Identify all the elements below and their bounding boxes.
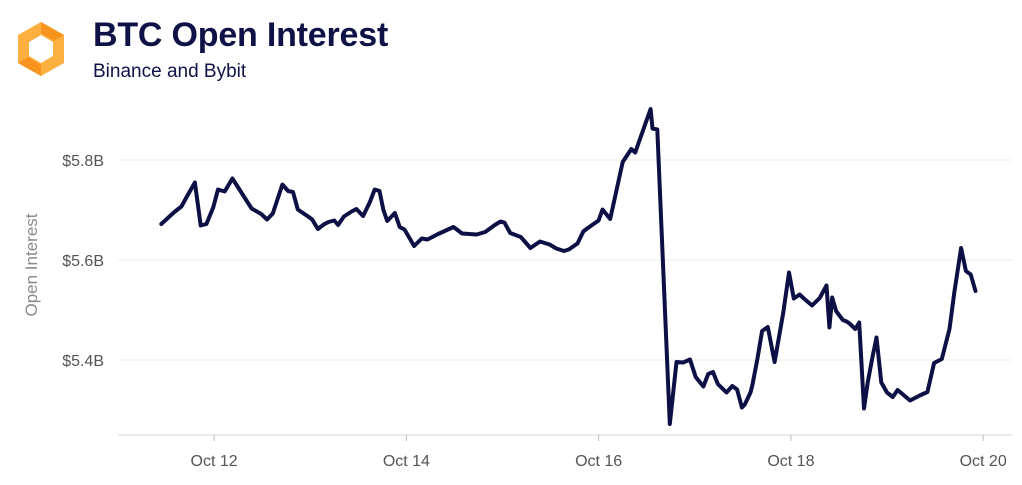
y-tick-label: $5.4B xyxy=(62,353,104,370)
x-tick-label: Oct 18 xyxy=(767,453,814,470)
logo-mark xyxy=(29,35,53,63)
chart-title: BTC Open Interest xyxy=(93,16,389,54)
series-lines xyxy=(159,107,978,426)
series-line xyxy=(159,107,978,426)
chart-subtitle: Binance and Bybit xyxy=(93,61,247,82)
logo-mark xyxy=(18,57,41,76)
y-tick-label: $5.8B xyxy=(62,153,104,170)
x-tick-label: Oct 12 xyxy=(191,453,238,470)
logo-icon xyxy=(18,22,64,76)
y-axis-label: Open Interest xyxy=(22,213,41,316)
y-tick-label: $5.6B xyxy=(62,253,104,270)
axis-ticks: $5.4B $5.6B $5.8B Oct 12 Oct 14 Oct 16 Oct 18 O… xyxy=(62,153,1007,470)
logo-mark xyxy=(41,22,64,41)
x-tick-label: Oct 14 xyxy=(383,453,430,470)
x-tick-label: Oct 16 xyxy=(575,453,622,470)
gridlines xyxy=(118,159,1012,436)
x-tick-label: Oct 20 xyxy=(960,453,1007,470)
